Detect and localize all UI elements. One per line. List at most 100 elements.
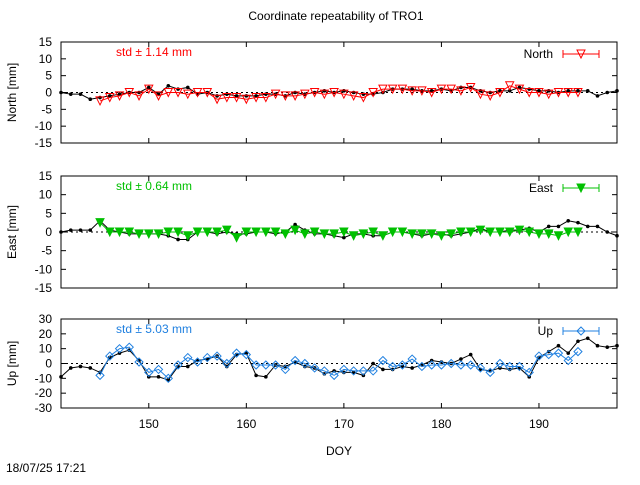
- east-data-point: [397, 227, 408, 238]
- up-reference-point: [166, 378, 171, 382]
- north-ytick-label: 5: [45, 69, 52, 83]
- up-data-point: [485, 367, 495, 378]
- north-legend-marker: [576, 49, 586, 60]
- east-data-point: [339, 227, 349, 238]
- east-data-point: [426, 229, 437, 239]
- up-reference-point: [225, 364, 229, 369]
- north-data-point: [192, 88, 203, 98]
- up-reference-point: [283, 364, 288, 369]
- north-reference-point: [137, 90, 141, 95]
- north-ytick-label: 10: [39, 52, 53, 66]
- up-data-point: [348, 366, 359, 376]
- north-data-point: [134, 91, 144, 101]
- up-data-point: [270, 360, 281, 370]
- up-legend-label: Up: [538, 324, 554, 338]
- north-reference-point: [351, 90, 356, 95]
- north-data-point: [573, 88, 583, 98]
- east-axis-label: East [mm]: [5, 205, 19, 259]
- up-reference-point: [254, 373, 258, 378]
- east-data-point: [270, 227, 281, 238]
- up-reference-point: [156, 375, 161, 379]
- north-reference-point: [254, 94, 258, 98]
- north-ytick-label: -15: [35, 136, 53, 150]
- east-reference-point: [176, 237, 180, 242]
- xtick-label: 170: [334, 417, 354, 431]
- up-data-point: [387, 361, 398, 372]
- up-data-point: [153, 364, 164, 375]
- north-data-point: [173, 88, 183, 98]
- north-data-point: [329, 88, 339, 98]
- north-reference-point: [459, 85, 463, 90]
- north-data-point: [104, 93, 115, 103]
- north-data-point: [397, 84, 408, 95]
- east-data-point: [446, 229, 456, 239]
- up-reference-series: [60, 337, 618, 381]
- east-ytick-label: 5: [45, 206, 52, 220]
- east-data-point: [261, 227, 271, 238]
- north-data-point: [280, 91, 291, 101]
- up-data-point: [436, 360, 447, 370]
- north-data-point: [378, 84, 388, 95]
- north-reference-point: [186, 85, 190, 90]
- east-reference-point: [78, 228, 83, 232]
- north-reference-point: [537, 89, 541, 93]
- east-reference-point: [342, 235, 346, 240]
- up-reference-point: [390, 367, 395, 372]
- north-data-point: [300, 89, 310, 100]
- north-reference-point: [244, 94, 249, 98]
- up-data-point: [241, 349, 252, 360]
- north-data-point: [475, 89, 486, 100]
- north-reference-point: [488, 90, 492, 95]
- north-data-point: [153, 91, 164, 101]
- east-reference-point: [546, 224, 551, 229]
- north-reference-point: [322, 89, 327, 93]
- north-data-point: [143, 84, 154, 95]
- east-data-point: [368, 227, 378, 238]
- up-axis-label: Up [mm]: [5, 341, 19, 386]
- north-reference-point: [615, 89, 619, 93]
- xtick-label: 160: [236, 417, 256, 431]
- north-data-point: [426, 88, 437, 98]
- up-ytick-label: -10: [35, 371, 53, 385]
- up-reference-point: [59, 375, 63, 379]
- east-data-point: [95, 218, 105, 228]
- east-data-point: [358, 229, 369, 239]
- north-reference-point: [215, 94, 219, 98]
- east-data-point: [300, 229, 310, 239]
- north-reference-point: [146, 85, 151, 90]
- north-data-point: [261, 93, 271, 103]
- east-data-point: [456, 227, 466, 238]
- north-data-point: [241, 94, 252, 105]
- north-data-point: [358, 93, 369, 103]
- north-reference-point: [342, 89, 346, 93]
- xtick-label: 180: [431, 417, 451, 431]
- east-data-point: [514, 225, 525, 236]
- xtick-label: 150: [139, 417, 159, 431]
- east-legend-label: East: [529, 181, 554, 195]
- north-data-point: [485, 91, 496, 101]
- up-data-point: [329, 370, 339, 381]
- north-data-point: [319, 89, 330, 100]
- east-ytick-label: 15: [39, 169, 53, 183]
- up-data-point: [339, 364, 349, 375]
- north-data-point: [465, 82, 476, 93]
- east-data-point: [212, 227, 222, 238]
- up-data-point: [261, 360, 271, 370]
- east-ytick-label: -10: [35, 262, 53, 276]
- east-data-point: [182, 231, 193, 241]
- up-reference-point: [78, 364, 83, 369]
- north-legend-label: North: [524, 47, 553, 61]
- east-data-point: [417, 229, 427, 239]
- up-data-point: [534, 351, 544, 361]
- up-data-point: [544, 349, 554, 360]
- east-data-point: [553, 231, 564, 241]
- north-reference-point: [176, 87, 180, 91]
- east-data-point: [378, 231, 388, 241]
- up-data-point: [163, 373, 174, 384]
- north-data-point: [495, 88, 505, 98]
- north-data-point: [553, 88, 564, 98]
- up-data-point: [368, 366, 378, 376]
- east-data-point: [475, 225, 486, 236]
- up-data-point: [300, 358, 310, 369]
- east-legend-marker: [576, 183, 586, 194]
